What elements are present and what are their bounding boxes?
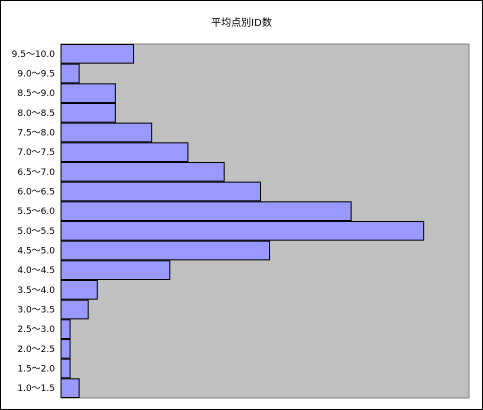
chart-title: 平均点別ID数	[211, 18, 272, 29]
y-tick-label: 2.5～3.0	[17, 325, 55, 335]
y-tick-label: 6.5～7.0	[17, 168, 55, 178]
y-tick-label: 7.0～7.5	[17, 148, 55, 158]
y-tick-label: 5.0～5.5	[17, 227, 55, 237]
bar	[60, 161, 225, 182]
y-tick-label: 8.5～9.0	[17, 89, 55, 99]
bar	[60, 358, 71, 379]
bar	[60, 299, 89, 320]
bar	[60, 181, 261, 202]
y-tick-label: 4.5～5.0	[17, 247, 55, 257]
y-tick-label: 9.0～9.5	[17, 70, 55, 80]
y-tick-label: 1.0～1.5	[17, 384, 55, 394]
y-tick-label: 7.5～8.0	[17, 129, 55, 139]
bar	[60, 201, 352, 222]
y-tick-label: 9.5～10.0	[12, 50, 56, 60]
bar	[60, 43, 135, 64]
y-tick-label: 3.0～3.5	[17, 306, 55, 316]
y-tick-label: 4.0～4.5	[17, 266, 55, 276]
bar	[60, 63, 80, 84]
bar	[60, 338, 71, 359]
bar	[60, 240, 271, 261]
y-tick-label: 5.5～6.0	[17, 207, 55, 217]
bar	[60, 102, 116, 123]
bar	[60, 83, 116, 104]
bar	[60, 142, 189, 163]
bar	[60, 279, 98, 300]
y-tick-label: 8.0～8.5	[17, 109, 55, 119]
y-tick-label: 1.5～2.0	[17, 365, 55, 375]
bar	[60, 378, 80, 399]
bar	[60, 122, 153, 143]
y-tick-label: 6.0～6.5	[17, 188, 55, 198]
bar	[60, 319, 71, 340]
y-tick-label: 2.0～2.5	[17, 345, 55, 355]
y-tick-label: 3.5～4.0	[17, 286, 55, 296]
bar	[60, 260, 171, 281]
bar	[60, 220, 425, 241]
